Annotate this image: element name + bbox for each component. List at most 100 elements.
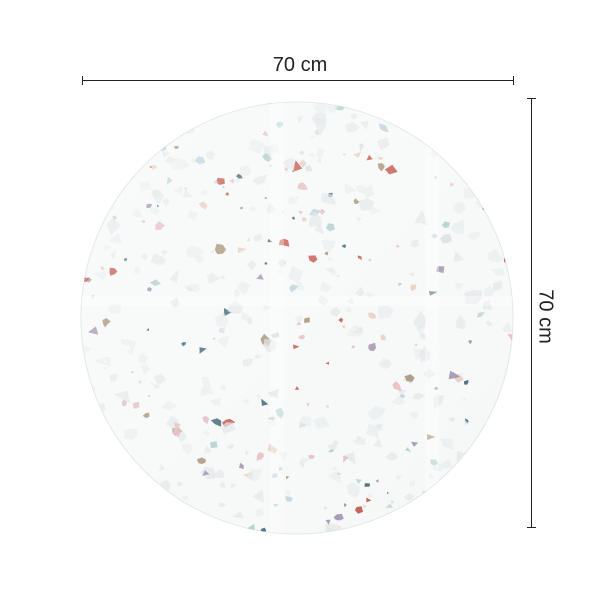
terrazzo-chip (149, 130, 162, 144)
terrazzo-chip (469, 535, 471, 537)
terrazzo-chip (442, 106, 446, 110)
terrazzo-chip (458, 111, 476, 125)
terrazzo-chip (94, 140, 103, 148)
terrazzo-chip (155, 489, 163, 499)
terrazzo-chip (500, 449, 513, 466)
terrazzo-chip (473, 175, 481, 188)
terrazzo-chip (169, 126, 179, 135)
terrazzo-chip (105, 488, 115, 497)
terrazzo-chip (469, 479, 477, 485)
terrazzo-chip (395, 107, 404, 115)
terrazzo-chip (135, 476, 142, 482)
terrazzo-chip (85, 481, 96, 488)
terrazzo-chip (500, 211, 508, 216)
terrazzo-chip (483, 440, 497, 448)
terrazzo-chip (494, 464, 508, 475)
terrazzo-chip (105, 494, 113, 502)
terrazzo-chip (103, 158, 112, 165)
terrazzo-chip (81, 191, 96, 203)
terrazzo-chip (135, 530, 144, 534)
terrazzo-chip (491, 517, 504, 534)
terrazzo-chip (470, 124, 477, 133)
terrazzo-chip (241, 529, 254, 534)
terrazzo-chip (441, 115, 449, 123)
terrazzo-chip (410, 108, 415, 112)
terrazzo-chip (174, 502, 177, 506)
terrazzo-chip (511, 470, 513, 474)
terrazzo-chip (483, 163, 491, 171)
terrazzo-chip (458, 463, 463, 469)
terrazzo-chip (500, 228, 509, 237)
terrazzo-chip (508, 365, 513, 375)
terrazzo-chip (91, 170, 108, 186)
terrazzo-chip (462, 160, 474, 166)
terrazzo-chip (101, 434, 104, 436)
terrazzo-chip (92, 470, 106, 485)
terrazzo-chip (476, 470, 484, 478)
terrazzo-chip (130, 114, 133, 117)
terrazzo-chip (128, 102, 144, 114)
terrazzo-chip (474, 156, 479, 160)
terrazzo-chip (81, 244, 87, 261)
terrazzo-chip (81, 231, 90, 243)
terrazzo-chip (501, 161, 506, 170)
terrazzo-chip (461, 483, 469, 493)
width-label: 70 cm (272, 54, 328, 76)
terrazzo-chip (189, 106, 201, 118)
height-label: 70 cm (534, 289, 557, 344)
terrazzo-chip (124, 476, 129, 480)
terrazzo-chip (142, 481, 155, 491)
terrazzo-chip (453, 157, 465, 164)
terrazzo-chip (489, 198, 503, 208)
terrazzo-chip (474, 509, 485, 519)
terrazzo-chip (170, 120, 185, 131)
terrazzo-chip (477, 529, 488, 534)
terrazzo-chip (81, 156, 91, 169)
terrazzo-chip (81, 483, 89, 494)
terrazzo-chip (81, 265, 87, 275)
terrazzo-chip (121, 533, 126, 534)
terrazzo-chip (449, 504, 456, 510)
terrazzo-chip (140, 128, 150, 137)
terrazzo-chip (101, 473, 118, 490)
terrazzo-chip (182, 515, 188, 521)
terrazzo-chip (498, 479, 513, 493)
terrazzo-chip (159, 127, 169, 136)
terrazzo-chip (81, 266, 87, 279)
terrazzo-chip (197, 105, 208, 114)
terrazzo-chip (476, 114, 480, 121)
terrazzo-chip (141, 112, 151, 119)
terrazzo-chip (476, 122, 481, 128)
terrazzo-chip (470, 179, 477, 186)
terrazzo-chip (483, 104, 493, 117)
terrazzo-chip (494, 132, 500, 136)
terrazzo-chip (441, 509, 458, 523)
terrazzo-chip (143, 519, 153, 531)
terrazzo-chip (420, 525, 426, 532)
terrazzo-chip (127, 110, 134, 115)
terrazzo-chip (81, 392, 92, 402)
terrazzo-chip (462, 125, 474, 135)
terrazzo-chip (408, 124, 415, 131)
terrazzo-chip (504, 448, 513, 454)
terrazzo-chip (132, 499, 138, 503)
terrazzo-chip (476, 471, 487, 481)
terrazzo-chip (455, 144, 463, 154)
terrazzo-chip (159, 519, 174, 532)
terrazzo-chip (467, 492, 480, 505)
terrazzo-chip (140, 511, 144, 515)
terrazzo-chip (480, 172, 492, 184)
terrazzo-chip (129, 113, 140, 120)
terrazzo-chip (137, 516, 153, 534)
terrazzo-chip (448, 513, 462, 521)
glass-reflection (81, 102, 513, 534)
terrazzo-chip (93, 528, 105, 534)
terrazzo-chip (355, 102, 361, 105)
terrazzo-chip (126, 102, 143, 108)
terrazzo-chip (110, 507, 113, 509)
terrazzo-chip (93, 217, 96, 220)
terrazzo-chip (81, 227, 89, 236)
terrazzo-chip (462, 471, 471, 479)
terrazzo-chip (154, 504, 161, 510)
